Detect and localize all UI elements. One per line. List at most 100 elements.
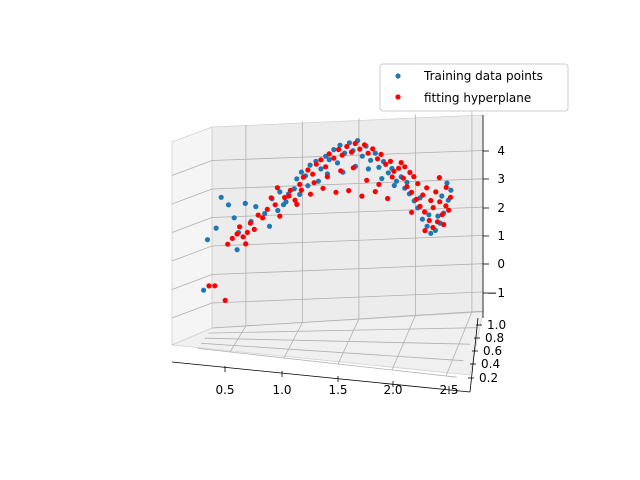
grid-line-y-floor xyxy=(208,327,477,334)
floor-pane xyxy=(171,311,484,376)
fitting-hyperplane-point xyxy=(411,174,417,180)
fitting-hyperplane-point xyxy=(326,151,332,157)
y-tick-label: 0.8 xyxy=(485,331,504,345)
fitting-hyperplane-point xyxy=(398,160,404,166)
training-data-point xyxy=(213,225,219,231)
fitting-hyperplane-point xyxy=(311,180,317,186)
training-data-point xyxy=(305,183,311,189)
training-data-point xyxy=(242,200,248,206)
fitting-hyperplane-point xyxy=(240,234,246,240)
fitting-hyperplane-point xyxy=(439,212,445,218)
x-tick-label: 0.5 xyxy=(215,383,234,397)
legend-label-training: Training data points xyxy=(423,69,543,83)
fitting-hyperplane-point xyxy=(300,174,306,180)
grid-line-z-left xyxy=(171,217,213,233)
fitting-hyperplane-point xyxy=(264,206,270,212)
fitting-hyperplane-point xyxy=(428,197,434,204)
fitting-hyperplane-point xyxy=(359,193,365,199)
fitting-hyperplane-point xyxy=(346,188,352,194)
legend-label-fitting: fitting hyperplane xyxy=(424,91,531,105)
fitting-hyperplane-point xyxy=(244,229,250,235)
legend-box xyxy=(379,63,569,112)
fitting-hyperplane-point xyxy=(274,185,280,191)
legend: Training data points fitting hyperplane xyxy=(379,63,569,112)
fitting-hyperplane-point xyxy=(436,175,442,181)
grid-lines xyxy=(171,110,484,378)
fitting-hyperplane-point xyxy=(287,187,293,193)
fitting-hyperplane-point xyxy=(272,202,278,208)
fitting-hyperplane-point xyxy=(404,184,410,190)
training-data-point xyxy=(391,182,397,189)
fitting-hyperplane-point xyxy=(374,156,381,162)
fitting-hyperplane-point xyxy=(434,219,441,225)
training-data-point xyxy=(359,153,365,159)
grid-line-y-floor xyxy=(211,310,484,329)
fitting-hyperplane-point xyxy=(222,297,228,303)
training-data-point xyxy=(368,157,374,163)
z-tick-label: 4 xyxy=(497,144,505,158)
training-data-point xyxy=(291,186,297,192)
fitting-hyperplane-point xyxy=(352,140,358,147)
y-tick-label: 0.6 xyxy=(483,344,502,358)
x-tick-label: 2.5 xyxy=(439,383,458,397)
fitting-hyperplane-point xyxy=(336,146,342,153)
fitting-hyperplane-point xyxy=(286,193,292,199)
fitting-hyperplane-point xyxy=(318,157,324,163)
fitting-hyperplane-point xyxy=(237,224,243,230)
fitting-hyperplane-point xyxy=(437,199,443,205)
fitting-hyperplane-point xyxy=(331,155,337,161)
fitting-hyperplane-point xyxy=(234,231,240,237)
fitting-hyperplane-point xyxy=(413,196,419,202)
fitting-hyperplane-point xyxy=(247,220,253,226)
fitting-hyperplane-point xyxy=(443,184,449,190)
fitting-hyperplane-point xyxy=(344,143,350,150)
fitting-hyperplane-point xyxy=(417,203,423,209)
training-data-point xyxy=(331,147,337,153)
fitting-hyperplane-point xyxy=(415,181,421,187)
training-data-point xyxy=(379,176,385,182)
fitting-hyperplane-point xyxy=(400,175,406,181)
fitting-hyperplane-point xyxy=(365,150,371,156)
grid-line-z-back xyxy=(211,178,484,190)
grid-line-z-back xyxy=(211,150,484,161)
z-tick-label: 2 xyxy=(497,201,505,215)
fitting-hyperplane-point xyxy=(357,146,363,152)
y-axis-line xyxy=(469,317,479,393)
training-data-point xyxy=(448,187,454,193)
grid-line-z-left xyxy=(171,302,213,319)
training-data-point xyxy=(277,189,283,195)
fitting-hyperplane-point xyxy=(409,209,415,215)
training-data-point xyxy=(231,215,237,221)
fitting-hyperplane-point xyxy=(277,213,283,219)
fitting-hyperplane-point xyxy=(376,181,382,187)
fitting-hyperplane-point xyxy=(430,224,436,231)
fitting-hyperplane-point xyxy=(313,161,319,167)
grid-line-z-left xyxy=(171,160,213,176)
fitting-hyperplane-point xyxy=(294,201,300,207)
fitting-hyperplane-point xyxy=(255,212,261,218)
fitting-hyperplane-point xyxy=(320,185,326,191)
fitting-hyperplane-point xyxy=(338,168,344,174)
fitting-hyperplane-point xyxy=(361,142,368,148)
training-data-point xyxy=(426,212,432,218)
fitting-hyperplane-point xyxy=(422,209,428,215)
y-tick-label: 1.0 xyxy=(487,318,506,332)
training-data-point xyxy=(404,179,410,185)
fitting-hyperplane-point xyxy=(409,189,415,195)
training-data-point xyxy=(346,140,352,146)
fitting-hyperplane-point xyxy=(297,181,303,187)
training-data-point xyxy=(298,169,304,175)
fitting-hyperplane-point xyxy=(324,174,330,180)
training-data-point xyxy=(444,180,450,186)
fitting-hyperplane-point xyxy=(339,152,345,158)
training-data-point xyxy=(266,223,273,229)
fitting-hyperplane-point xyxy=(292,197,298,203)
fitting-hyperplane-point xyxy=(443,203,449,209)
fitting-hyperplane-point xyxy=(426,217,432,224)
grid-line-z-back xyxy=(211,291,484,304)
fitting-hyperplane-point xyxy=(282,194,288,201)
series-fitting-hyperplane xyxy=(206,140,454,303)
fitting-hyperplane-point xyxy=(385,195,391,202)
fitting-hyperplane-point xyxy=(225,241,231,247)
